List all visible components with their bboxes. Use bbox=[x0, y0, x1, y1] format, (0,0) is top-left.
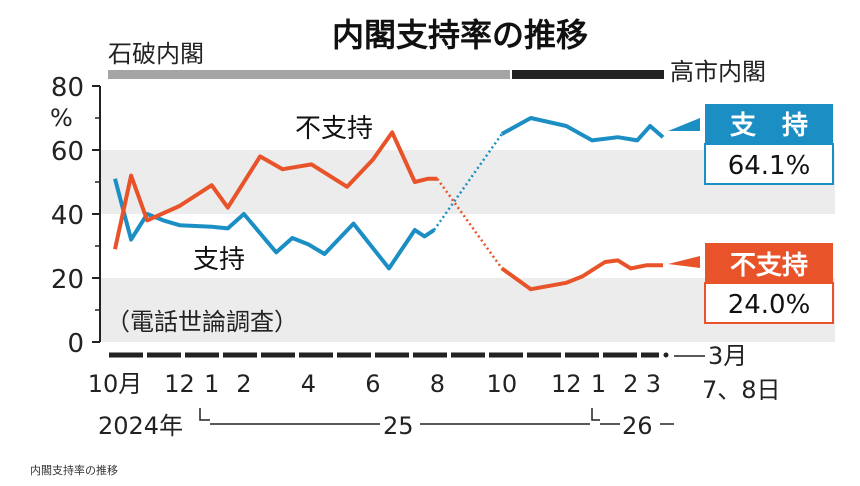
y-tick-label: 60 bbox=[51, 137, 84, 167]
latest-date-line2: 7、8日 bbox=[702, 376, 781, 404]
disapprove-line-ishiba bbox=[113, 130, 438, 250]
period-label-takaichi: 高市内閣 bbox=[670, 58, 766, 86]
survey-method-label: （電話世論調査） bbox=[106, 308, 298, 336]
disapprove-line-takaichi bbox=[500, 258, 663, 292]
figure-caption: 内閣支持率の推移 bbox=[30, 464, 118, 477]
year-label-2026: 26 bbox=[622, 412, 653, 440]
x-tick-label: 1 bbox=[591, 370, 606, 398]
approve-final-label: 支 持 bbox=[730, 111, 808, 141]
year-label-2024: 2024年 bbox=[98, 412, 183, 440]
x-tick-label: 12 bbox=[551, 370, 582, 398]
approve-line-ishiba bbox=[113, 178, 436, 271]
year-bracket-2025 bbox=[199, 408, 600, 425]
x-tick-label: 2 bbox=[236, 370, 251, 398]
period-bar-takaichi bbox=[512, 70, 664, 79]
disapprove-transition-dotted bbox=[436, 178, 503, 270]
x-tick-label: 10月 bbox=[88, 370, 143, 398]
disapprove-final-value: 24.0% bbox=[728, 290, 811, 320]
y-ticks: 0 20 40 60 80 bbox=[51, 73, 100, 359]
x-tick-label: 6 bbox=[365, 370, 380, 398]
x-tick-label: 1 bbox=[204, 370, 219, 398]
approve-final-box: 支 持 64.1% bbox=[668, 104, 834, 185]
x-ticks: 10月 12 1 2 4 6 8 10 12 1 2 3 bbox=[88, 352, 669, 398]
annotation-approve: 支持 bbox=[193, 245, 245, 275]
disapprove-final-box: 不支持 24.0% bbox=[668, 243, 834, 324]
period-bar-ishiba bbox=[108, 70, 510, 79]
period-label-ishiba: 石破内閣 bbox=[108, 40, 204, 68]
disapprove-final-label: 不支持 bbox=[730, 251, 808, 281]
chart-title: 内閣支持率の推移 bbox=[332, 16, 588, 54]
latest-point-marker bbox=[663, 352, 669, 358]
year-label-2025: 25 bbox=[383, 412, 414, 440]
y-tick-label: 40 bbox=[51, 201, 84, 231]
x-tick-label: 2 bbox=[623, 370, 638, 398]
y-unit-label: % bbox=[50, 104, 73, 132]
approve-final-value: 64.1% bbox=[728, 151, 811, 181]
x-tick-label: 10 bbox=[487, 370, 518, 398]
series-lines bbox=[113, 116, 665, 292]
x-tick-label: 3 bbox=[646, 370, 661, 398]
approve-line-takaichi bbox=[500, 116, 665, 143]
y-tick-label: 0 bbox=[67, 329, 84, 359]
y-tick-label: 20 bbox=[51, 265, 84, 295]
x-tick-label: 12 bbox=[164, 370, 195, 398]
x-tick-label: 4 bbox=[301, 370, 316, 398]
latest-date-line1: 3月 bbox=[708, 342, 747, 370]
annotation-disapprove: 不支持 bbox=[295, 114, 373, 144]
y-tick-label: 80 bbox=[51, 73, 84, 103]
x-tick-label: 8 bbox=[430, 370, 445, 398]
